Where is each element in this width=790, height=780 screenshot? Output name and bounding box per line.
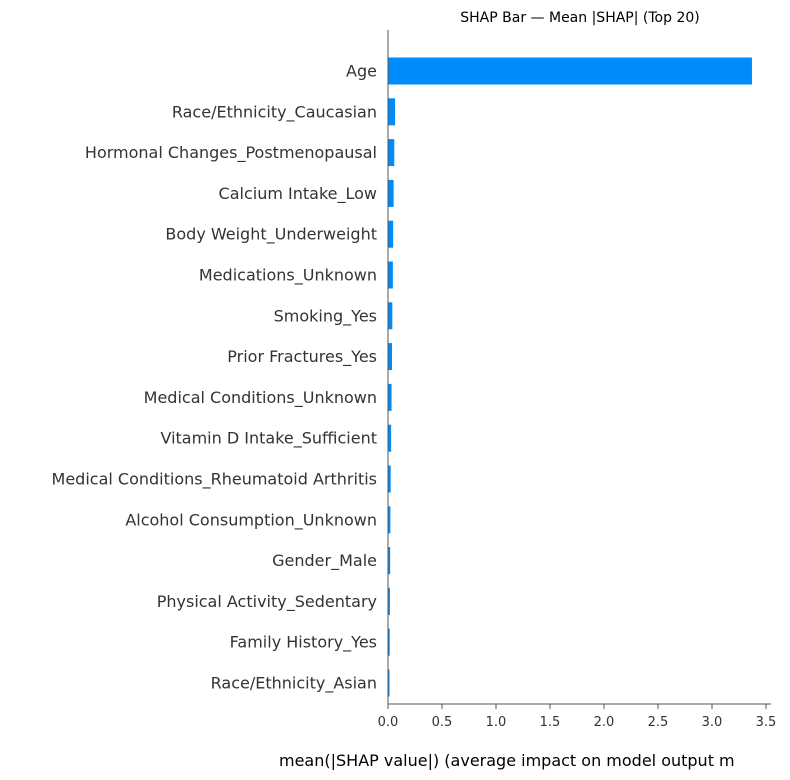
category-label-10: Medical Conditions_Rheumatoid Arthritis bbox=[52, 470, 377, 490]
category-label-4: Body Weight_Underweight bbox=[165, 225, 377, 245]
bar-8 bbox=[388, 383, 392, 411]
x-tick-label-5: 2.5 bbox=[648, 715, 669, 730]
bar-0 bbox=[388, 57, 752, 85]
bar-9 bbox=[388, 424, 392, 452]
category-label-12: Gender_Male bbox=[272, 551, 377, 571]
category-labels: Age Race/Ethnicity_Caucasian Hormonal Chan… bbox=[52, 62, 377, 694]
bar-11 bbox=[388, 506, 391, 534]
category-label-6: Smoking_Yes bbox=[274, 306, 377, 326]
category-label-8: Medical Conditions_Unknown bbox=[144, 388, 377, 408]
category-label-2: Hormonal Changes_Postmenopausal bbox=[85, 143, 377, 163]
bar-2 bbox=[388, 139, 395, 167]
category-label-13: Physical Activity_Sedentary bbox=[157, 592, 377, 612]
bar-7 bbox=[388, 343, 392, 371]
category-label-1: Race/Ethnicity_Caucasian bbox=[172, 102, 377, 122]
bar-15 bbox=[388, 669, 390, 697]
bar-4 bbox=[388, 220, 394, 248]
x-tick-label-2: 1.0 bbox=[486, 715, 507, 730]
bar-12 bbox=[388, 547, 391, 575]
category-label-7: Prior Fractures_Yes bbox=[227, 347, 377, 367]
x-tick-label-1: 0.5 bbox=[432, 715, 453, 730]
category-label-0: Age bbox=[346, 62, 377, 81]
x-tick-label-3: 1.5 bbox=[540, 715, 561, 730]
bar-6 bbox=[388, 302, 393, 330]
category-label-3: Calcium Intake_Low bbox=[219, 184, 377, 204]
category-label-5: Medications_Unknown bbox=[199, 266, 377, 286]
x-tick-label-0: 0.0 bbox=[378, 715, 399, 730]
bar-1 bbox=[388, 98, 396, 126]
x-axis-label: mean(|SHAP value|) (average impact on mo… bbox=[279, 751, 735, 770]
bar-10 bbox=[388, 465, 391, 493]
x-tick-label-6: 3.0 bbox=[702, 715, 723, 730]
bar-3 bbox=[388, 179, 394, 207]
category-label-14: Family History_Yes bbox=[230, 633, 377, 653]
bar-14 bbox=[388, 628, 390, 656]
category-label-11: Alcohol Consumption_Unknown bbox=[125, 510, 377, 530]
bar-5 bbox=[388, 261, 393, 289]
category-label-9: Vitamin D Intake_Sufficient bbox=[160, 429, 377, 449]
x-tick-label-7: 3.5 bbox=[756, 715, 777, 730]
chart-title: SHAP Bar — Mean |SHAP| (Top 20) bbox=[460, 10, 699, 26]
x-ticks: 0.0 0.5 1.0 1.5 2.0 2.5 3.0 3.5 bbox=[378, 704, 777, 730]
x-tick-label-4: 2.0 bbox=[594, 715, 615, 730]
bars-layer bbox=[388, 57, 752, 697]
category-label-15: Race/Ethnicity_Asian bbox=[211, 674, 377, 694]
bar-13 bbox=[388, 587, 390, 615]
